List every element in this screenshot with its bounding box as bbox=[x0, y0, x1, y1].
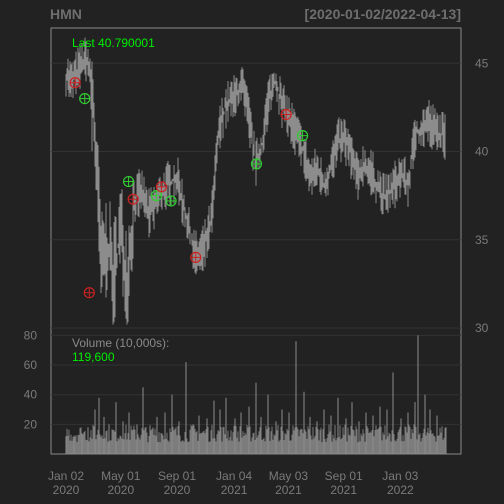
x-tick-month-label: Jan 03 bbox=[382, 469, 418, 483]
x-tick-year-label: 2020 bbox=[164, 483, 191, 497]
volume-y-tick-label: 80 bbox=[24, 328, 38, 342]
price-y-tick-label: 35 bbox=[475, 233, 489, 247]
volume-y-tick-label: 20 bbox=[24, 417, 38, 431]
buy-signal-marker bbox=[150, 190, 163, 202]
sell-signal-marker bbox=[280, 108, 292, 121]
x-tick-month-label: Sep 01 bbox=[158, 469, 196, 483]
buy-signal-marker bbox=[296, 130, 309, 142]
chart-symbol-title: HMN bbox=[50, 6, 82, 22]
volume-title: Volume (10,000s): bbox=[72, 336, 169, 350]
x-tick-year-label: 2022 bbox=[387, 483, 414, 497]
chart-date-range: [2020-01-02/2022-04-13] bbox=[305, 6, 461, 22]
sell-signal-marker bbox=[83, 287, 95, 299]
sell-signal-marker bbox=[69, 77, 81, 89]
volume-last-value: 119,600 bbox=[72, 350, 115, 364]
sell-signal-marker bbox=[190, 251, 202, 264]
x-tick-year-label: 2021 bbox=[221, 483, 248, 497]
last-price-label: Last 40.790001 bbox=[72, 36, 155, 50]
price-y-ticks: 30 35 40 45 bbox=[475, 56, 489, 335]
price-y-tick-label: 45 bbox=[475, 56, 489, 70]
x-tick-month-label: May 01 bbox=[101, 469, 141, 483]
price-y-tick-label: 40 bbox=[475, 145, 489, 159]
x-tick-year-label: 2020 bbox=[53, 483, 80, 497]
price-y-tick-label: 30 bbox=[475, 321, 489, 335]
sell-signal-marker bbox=[127, 193, 139, 205]
x-tick-month-label: May 03 bbox=[269, 469, 309, 483]
volume-bars bbox=[65, 335, 447, 454]
trade-markers bbox=[69, 77, 309, 299]
sell-signal-marker bbox=[155, 181, 168, 193]
buy-signal-marker bbox=[122, 175, 135, 188]
buy-signal-marker bbox=[79, 92, 91, 105]
x-tick-year-label: 2021 bbox=[330, 483, 357, 497]
x-tick-month-label: Jan 04 bbox=[216, 469, 252, 483]
price-series bbox=[65, 37, 446, 325]
x-tick-year-label: 2021 bbox=[275, 483, 302, 497]
volume-y-tick-label: 40 bbox=[24, 388, 38, 402]
buy-signal-marker bbox=[165, 195, 177, 207]
x-tick-month-label: Jan 02 bbox=[48, 469, 84, 483]
buy-signal-marker bbox=[250, 158, 263, 170]
volume-y-tick-label: 60 bbox=[24, 358, 38, 372]
price-line bbox=[65, 37, 446, 325]
volume-y-ticks: 20 40 60 80 bbox=[24, 328, 38, 431]
x-tick-month-label: Sep 01 bbox=[325, 469, 363, 483]
x-tick-year-label: 2020 bbox=[107, 483, 134, 497]
